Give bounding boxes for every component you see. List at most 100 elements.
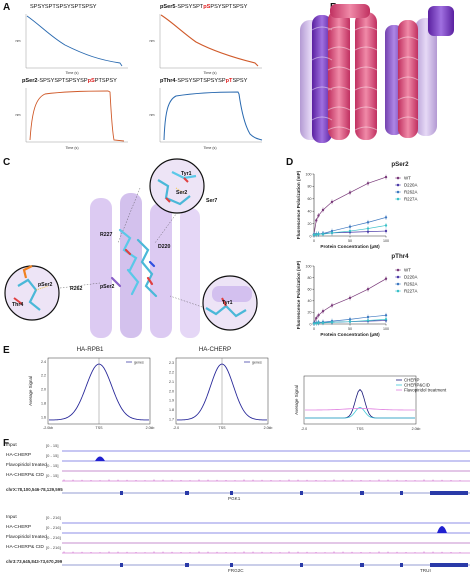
profile1-title: HA-RPB1 <box>76 346 104 353</box>
panel-a-plot3-ylabel: nm <box>16 113 21 117</box>
panel-a-plot2-title: pSer5-SPSYSPTpSPSYSPTSPSY <box>160 4 248 10</box>
residue-label-tyr1-right: Tyr1 <box>222 300 233 306</box>
y-axis-label: Average Signal <box>294 385 299 415</box>
gene-exon <box>400 491 403 495</box>
data-point <box>384 224 388 227</box>
y-tick-label: 40 <box>308 299 312 303</box>
profile-curve <box>48 363 150 421</box>
y-tick-label: 2.0 <box>41 388 46 392</box>
panel-a-plot1-ylabel: nm <box>16 39 21 43</box>
y-tick-label: 0 <box>310 322 312 326</box>
track-range: [0 - 15] <box>46 453 59 458</box>
panel-a-plot4-xlabel: Time (s) <box>203 146 216 150</box>
x-tick-label: 50 <box>348 239 352 243</box>
track-label: HA-CHERP& CID <box>6 473 44 478</box>
data-point <box>384 277 388 280</box>
x-tick-label: 0 <box>313 239 315 243</box>
panel-a-plot4: Time (s) nm <box>150 88 263 150</box>
gene-exon <box>185 491 189 495</box>
y-tick-label: 100 <box>306 264 312 268</box>
panel-a-plot3-title: pSer2-SPSYSPTSPSYSPpSPTSPSY <box>22 78 117 84</box>
profile-ha-cherp: 1.7 1.8 1.9 2.0 2.1 2.2 2.3 -2.0 TSS 2.0kb genes <box>169 357 273 430</box>
profile-curve <box>176 363 268 421</box>
y-tick-label: 80 <box>308 276 312 280</box>
x-tick-label: 2.0kb <box>412 427 421 431</box>
y-tick-label: 2.2 <box>41 374 46 378</box>
data-point <box>366 315 370 319</box>
panel-a-plot2: Time (s) nm <box>150 14 262 75</box>
x-tick-label: -2.0kb <box>43 426 53 430</box>
legend-label: R227A <box>404 197 417 202</box>
track-label: HA-CHERP& CID <box>6 545 44 550</box>
track-range: [0 - 15] <box>46 463 59 468</box>
x-tick-label: 2.0kb <box>146 426 155 430</box>
gene-exon <box>300 563 303 567</box>
x-tick-label: 100 <box>383 327 389 331</box>
data-point <box>330 231 334 235</box>
y-tick-label: 1.8 <box>169 408 174 412</box>
data-point <box>366 227 370 230</box>
panel-letter-d: D <box>286 157 294 168</box>
panel-a-plot1: Time (s) nm <box>16 14 128 75</box>
profile-curve-2 <box>305 408 415 411</box>
data-point <box>315 233 318 236</box>
track-label: HA-CHERP <box>6 453 32 458</box>
track-range: [0 - 15] <box>46 443 59 448</box>
data-point <box>348 225 352 228</box>
y-axis-label: Fluorescence Polarization (mP) <box>296 260 301 329</box>
y-tick-label: 100 <box>306 172 312 176</box>
panel-letter-f: F <box>3 438 10 449</box>
data-point <box>315 322 318 325</box>
panel-c-helices <box>90 193 200 338</box>
gene-exon <box>120 563 123 567</box>
panel-c-sticks <box>110 228 158 298</box>
gene-exon-end <box>430 491 468 495</box>
y-tick-label: 1.9 <box>169 399 174 403</box>
track-peak <box>95 456 105 461</box>
data-point <box>384 318 388 321</box>
locus-coordinates: chr3:73,645,843-73,670,299 <box>6 559 63 564</box>
zoom-lines <box>59 187 206 309</box>
data-point <box>321 310 325 313</box>
panel-a-plot2-xlabel: Time (s) <box>203 71 216 75</box>
data-point <box>366 221 370 224</box>
data-point <box>366 230 370 233</box>
gene-exon <box>300 491 303 495</box>
panel-letter-a: A <box>3 2 11 13</box>
x-tick-label: TSS <box>96 426 104 430</box>
x-tick-label: 100 <box>383 239 389 243</box>
profile-cherp-comparison: Average Signal -2.0 TSS 2.0kb CHERPCHERP&CID… <box>294 375 447 431</box>
track-label: HA-CHERP <box>6 525 32 530</box>
track-label: Flavopiridol treated <box>6 535 47 540</box>
data-point <box>348 320 352 323</box>
panel-a-plots: Time (s) nm Time (s) nm Time (s) nm Time… <box>16 14 263 150</box>
residue-label-ser2-top: Ser2 <box>176 190 188 196</box>
panel-a-plot1-title: SPSYSPTSPSYSPTSPSY <box>30 4 97 10</box>
gene-exon <box>230 491 233 495</box>
legend-label: WT <box>404 268 411 273</box>
panel-c-structure <box>4 158 258 338</box>
zoom-circle-left <box>4 265 60 321</box>
track-label: Flavopiridol treated <box>6 463 47 468</box>
y-tick-label: 60 <box>308 197 312 201</box>
panel-letter-e: E <box>3 345 10 356</box>
panel-a-plot4-ylabel: nm <box>150 113 155 117</box>
profile2-title: HA-CHERP <box>198 346 232 353</box>
data-point <box>317 232 320 236</box>
x-tick-label: TSS <box>357 427 365 431</box>
data-point <box>317 214 320 217</box>
panel-a-plot1-xlabel: Time (s) <box>65 71 78 75</box>
residue-label-d220: D220 <box>158 244 171 250</box>
gene-exon <box>360 491 364 495</box>
y-tick-label: 20 <box>308 222 312 226</box>
residue-label-r227: R227 <box>100 232 113 238</box>
x-tick-label: 2.0kb <box>264 426 273 430</box>
y-tick-label: 40 <box>308 210 312 214</box>
fp-chart2-title: pThr4 <box>391 253 409 260</box>
residue-label-r262: R262 <box>70 286 83 292</box>
gene-exon <box>185 563 189 567</box>
legend-label: R262A <box>404 190 417 195</box>
y-axis-label: Fluorescence Polarization (mP) <box>296 170 301 239</box>
zoom-circle-right <box>202 275 258 331</box>
